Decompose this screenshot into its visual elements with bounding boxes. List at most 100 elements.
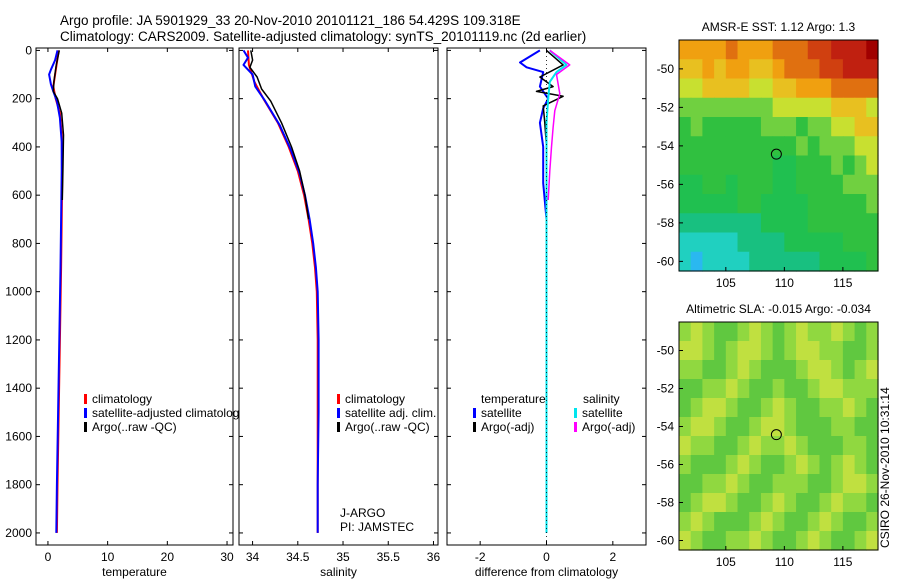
sst-map-cell [807, 40, 821, 60]
sst-map-cell [690, 40, 704, 60]
sla-map-cell [714, 398, 727, 418]
sla-map-cell [784, 322, 797, 342]
sst-map-cell [737, 213, 750, 234]
sla-map-cell [866, 322, 879, 342]
sla-map-argo-marker [770, 429, 782, 441]
sla-map-cell [749, 455, 762, 475]
sla-map-cell [796, 436, 809, 456]
salinity-panel-frame [238, 47, 439, 546]
sla-map-cell [784, 417, 797, 437]
difference-panel-series-3 [547, 49, 571, 201]
sla-map-cell [702, 512, 715, 532]
sla-map-frame [678, 321, 879, 551]
sla-map-ytick-label-4: -58 [657, 496, 675, 510]
sst-map-cell [714, 213, 727, 234]
sst-map-cell [772, 213, 785, 234]
sla-map-cell [831, 436, 844, 456]
sst-map-cell [749, 213, 762, 234]
sst-map-cell [842, 194, 856, 214]
sst-map-cell [749, 155, 762, 176]
sla-map-cell [690, 379, 704, 399]
temperature-panel-ytick-label-10: 2000 [5, 526, 32, 540]
sla-map-cell [796, 512, 809, 532]
temperature-panel-ytick-label-9: 1800 [5, 478, 32, 492]
sst-map-cell [760, 117, 774, 137]
sla-map-cell [714, 379, 727, 399]
sla-map-cell [819, 493, 832, 513]
sla-map-cell [819, 455, 832, 475]
sst-map-cell [842, 78, 856, 99]
sst-map-cell [772, 194, 785, 214]
sst-map-ytick-label-5: -60 [657, 254, 675, 268]
sst-map-cell [702, 232, 715, 253]
sst-map-cell [725, 59, 739, 80]
sst-map-cell [807, 136, 821, 157]
sla-map-cell [831, 398, 844, 418]
sst-map-cell [784, 78, 797, 99]
sst-map-cell [714, 155, 727, 176]
sla-map-cell [690, 341, 704, 361]
sla-map-cell [819, 322, 832, 342]
sst-map-cell [784, 155, 797, 176]
sst-map-cell [737, 232, 750, 253]
sal-note-1: PI: JAMSTEC [340, 520, 414, 534]
sal-legend-swatch-0 [337, 394, 340, 404]
sst-map-cell [854, 136, 867, 157]
sst-map-cell [866, 59, 879, 80]
sst-map-cell [725, 78, 739, 99]
temperature-panel-xtick-label-3: 30 [220, 550, 234, 564]
sla-map-cell [854, 341, 867, 361]
sla-map-cell [690, 531, 704, 551]
sla-map-cell [866, 360, 879, 380]
sla-map-cell [749, 436, 762, 456]
sla-map-cell [760, 398, 774, 418]
sla-map-cell [749, 360, 762, 380]
sst-map-cell [772, 97, 785, 118]
sst-map-cell [737, 40, 750, 60]
sst-map-cell [854, 232, 867, 253]
sst-map-cell [831, 136, 844, 157]
sst-map-cell [772, 40, 785, 60]
sst-map-cell [831, 251, 844, 272]
diff-legend-left-swatch-1 [473, 422, 476, 432]
sst-map-cell [866, 117, 879, 137]
sst-map-cell [702, 194, 715, 214]
sst-map-xtick-label-0: 105 [716, 276, 736, 290]
sst-map-cell [854, 174, 867, 195]
sst-map-cell [854, 251, 867, 272]
sst-map-cell [831, 194, 844, 214]
sst-map-cell [679, 194, 692, 214]
sst-map-cell [796, 78, 809, 99]
sla-map-cell [760, 531, 774, 551]
sla-map-cell [807, 436, 821, 456]
sst-map-cell [714, 136, 727, 157]
sst-map-cell [784, 40, 797, 60]
sst-map-cell [737, 117, 750, 137]
sst-map-cell [807, 232, 821, 253]
sla-map-cell [772, 474, 785, 494]
diff-legend-header-1: salinity [583, 392, 620, 406]
sst-map-cell [866, 155, 879, 176]
sla-map-cell [842, 417, 856, 437]
sst-map-cell [714, 97, 727, 118]
temperature-panel-xtick-label-2: 20 [161, 550, 175, 564]
sst-map-cell [749, 194, 762, 214]
sla-map-cell [772, 398, 785, 418]
sst-map-xtick-label-2: 115 [833, 276, 852, 290]
sla-map-cell [760, 379, 774, 399]
sla-map-cell [854, 531, 867, 551]
sst-map-cell [702, 117, 715, 137]
difference-panel-xlabel: difference from climatology [475, 565, 618, 579]
sal-note-0: J-ARGO [340, 506, 385, 520]
sla-map-cell [737, 493, 750, 513]
sla-map-cell [854, 398, 867, 418]
sst-map-cell [796, 155, 809, 176]
sst-map-cell [702, 136, 715, 157]
sla-map-cell [772, 436, 785, 456]
sla-map-cell [690, 455, 704, 475]
sla-map-cell [819, 436, 832, 456]
sst-map-cell [772, 232, 785, 253]
sst-map-cell [842, 117, 856, 137]
sla-map-cell [796, 531, 809, 551]
difference-panel-series-2 [545, 49, 568, 533]
